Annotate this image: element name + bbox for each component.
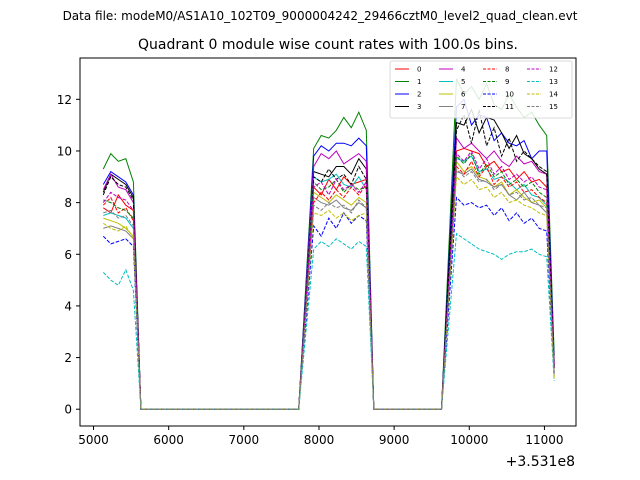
legend-label-3: 3	[417, 103, 421, 111]
chart-title: Quadrant 0 module wise count rates with …	[138, 37, 518, 53]
y-tick-label: 12	[57, 93, 72, 107]
y-tick-label: 8	[64, 196, 72, 210]
x-tick-label: 10000	[450, 433, 488, 447]
plot-frame	[79, 57, 577, 427]
legend-label-6: 6	[461, 91, 466, 99]
y-tick-label: 2	[64, 351, 72, 365]
legend-label-0: 0	[417, 66, 421, 74]
legend-label-5: 5	[461, 78, 465, 86]
series-line-15	[103, 167, 555, 410]
axes: 5000 6000 7000 8000 9000 10000 11000 0 2 4 6 8 10 12	[57, 93, 564, 447]
legend-box	[389, 60, 573, 119]
x-tick-label: 11000	[525, 433, 563, 447]
legend-label-11: 11	[505, 103, 514, 111]
legend-label-15: 15	[549, 103, 558, 111]
x-tick-label: 9000	[379, 433, 410, 447]
legend-label-8: 8	[505, 66, 509, 74]
y-tick-label: 6	[64, 248, 72, 262]
data-file-label: Data file: modeM0/AS1A10_102T09_90000042…	[63, 9, 578, 23]
legend-label-10: 10	[505, 91, 514, 99]
legend-label-12: 12	[549, 66, 558, 74]
legend-label-2: 2	[417, 91, 421, 99]
series-line-10	[102, 196, 555, 410]
legend-label-1: 1	[417, 78, 421, 86]
legend-label-4: 4	[461, 66, 466, 74]
x-offset-label: +3.531e8	[506, 454, 575, 470]
legend-label-14: 14	[549, 91, 558, 99]
x-tick-label: 7000	[229, 433, 260, 447]
legend-label-9: 9	[505, 78, 509, 86]
plot-area	[102, 78, 555, 410]
x-tick-label: 8000	[304, 433, 335, 447]
y-tick-label: 10	[57, 144, 72, 158]
x-tick-label: 5000	[78, 433, 109, 447]
legend-label-13: 13	[549, 78, 558, 86]
x-tick-label: 6000	[153, 433, 184, 447]
legend-label-7: 7	[461, 103, 465, 111]
y-tick-label: 0	[64, 403, 72, 417]
y-tick-label: 4	[64, 299, 72, 313]
